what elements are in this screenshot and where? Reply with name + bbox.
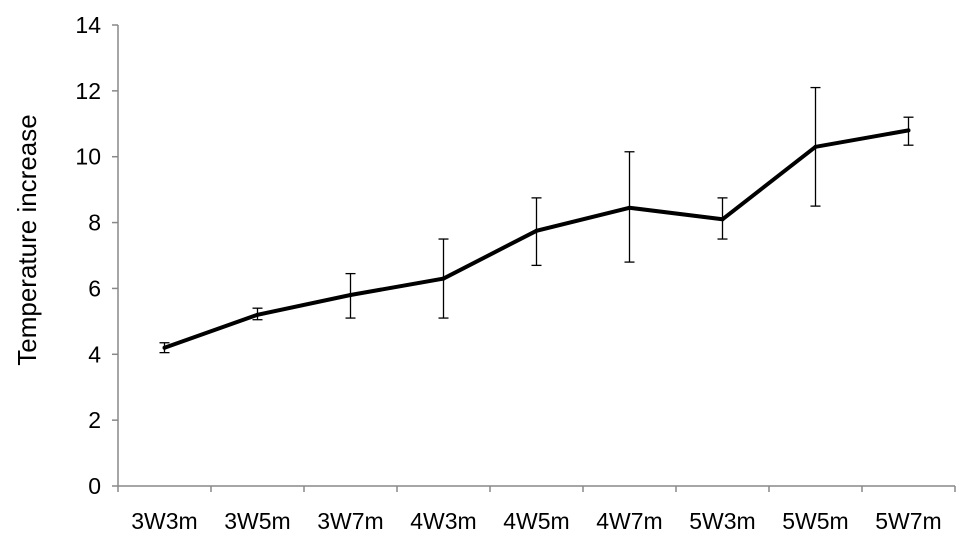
x-tick-label: 5W5m xyxy=(782,508,848,534)
data-point xyxy=(255,312,260,317)
y-tick-label: 14 xyxy=(75,12,101,38)
data-point xyxy=(813,144,818,149)
x-tick-label: 4W7m xyxy=(596,508,662,534)
data-point xyxy=(720,217,725,222)
data-point xyxy=(627,205,632,210)
y-tick-label: 2 xyxy=(88,407,101,433)
data-point xyxy=(441,276,446,281)
y-tick-label: 4 xyxy=(88,341,101,367)
y-tick-label: 10 xyxy=(75,144,101,170)
y-tick-label: 6 xyxy=(88,275,101,301)
x-tick-label: 4W5m xyxy=(503,508,569,534)
y-tick-label: 12 xyxy=(75,78,101,104)
y-tick-label: 0 xyxy=(88,473,101,499)
x-tick-label: 3W7m xyxy=(317,508,383,534)
data-point xyxy=(906,128,911,133)
x-tick-label: 3W5m xyxy=(224,508,290,534)
x-tick-label: 5W3m xyxy=(689,508,755,534)
data-point xyxy=(162,345,167,350)
y-axis-title: Temperature increase xyxy=(12,114,42,365)
data-point xyxy=(348,293,353,298)
data-point xyxy=(534,228,539,233)
x-tick-label: 4W3m xyxy=(410,508,476,534)
x-tick-label: 5W7m xyxy=(875,508,941,534)
x-tick-label: 3W3m xyxy=(131,508,197,534)
y-tick-label: 8 xyxy=(88,210,101,236)
